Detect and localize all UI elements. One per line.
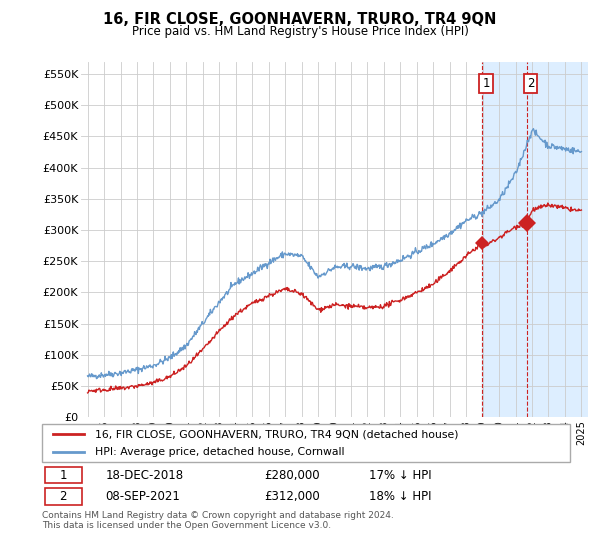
Bar: [44, 467, 82, 483]
Text: 17% ↓ HPI: 17% ↓ HPI: [370, 469, 432, 482]
Text: 16, FIR CLOSE, GOONHAVERN, TRURO, TR4 9QN (detached house): 16, FIR CLOSE, GOONHAVERN, TRURO, TR4 9Q…: [95, 429, 458, 439]
Text: £280,000: £280,000: [264, 469, 319, 482]
Text: 1: 1: [59, 469, 67, 482]
Bar: [482, 62, 590, 417]
Text: 18% ↓ HPI: 18% ↓ HPI: [370, 490, 432, 503]
Text: 08-SEP-2021: 08-SEP-2021: [106, 490, 180, 503]
Text: Contains HM Land Registry data © Crown copyright and database right 2024.
This d: Contains HM Land Registry data © Crown c…: [42, 511, 394, 530]
Bar: [44, 488, 82, 505]
Text: 2: 2: [59, 490, 67, 503]
Text: 1: 1: [482, 77, 490, 90]
Text: 18-DEC-2018: 18-DEC-2018: [106, 469, 184, 482]
Text: £312,000: £312,000: [264, 490, 320, 503]
Text: 16, FIR CLOSE, GOONHAVERN, TRURO, TR4 9QN: 16, FIR CLOSE, GOONHAVERN, TRURO, TR4 9Q…: [103, 12, 497, 27]
Text: HPI: Average price, detached house, Cornwall: HPI: Average price, detached house, Corn…: [95, 447, 344, 457]
Text: 2: 2: [527, 77, 534, 90]
Text: Price paid vs. HM Land Registry's House Price Index (HPI): Price paid vs. HM Land Registry's House …: [131, 25, 469, 38]
